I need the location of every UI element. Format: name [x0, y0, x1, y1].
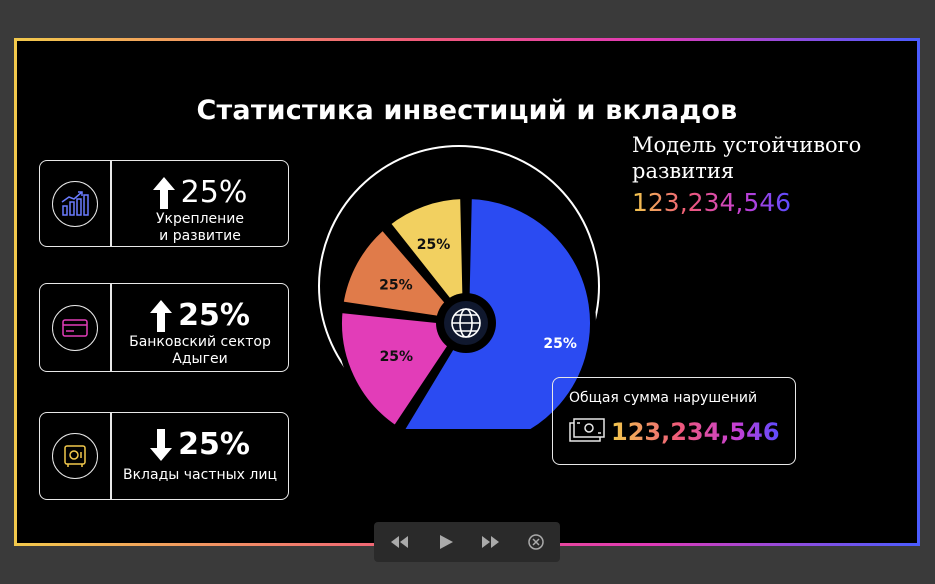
pie-slice-label: 25%	[417, 237, 451, 253]
pie-slice-label: 25%	[543, 336, 577, 352]
card-content: 25% Вклады частных лиц	[112, 413, 288, 499]
total-violations-box: Общая сумма нарушений 123,234,546	[552, 377, 796, 465]
play-icon[interactable]	[434, 530, 458, 554]
card-divider	[110, 284, 112, 371]
stat-value: 25%	[178, 298, 250, 333]
pie-slice	[383, 192, 470, 332]
stat-label-line1: Банковский сектор	[129, 334, 271, 350]
total-label: Общая сумма нарушений	[569, 390, 758, 406]
stat-value: 25%	[178, 427, 250, 462]
card-content: 25% Банковский сектор Адыгеи	[112, 284, 288, 371]
stat-card-growth: 25% Укрепление и развитие	[39, 160, 289, 247]
stat-label-line1: Вклады частных лиц	[123, 467, 277, 483]
credit-card-icon	[52, 304, 98, 351]
model-title: Модель устойчивого развития	[632, 133, 862, 183]
fast-forward-icon[interactable]	[478, 530, 502, 554]
slide-title: Статистика инвестиций и вкладов	[196, 95, 738, 126]
arrow-up-icon	[150, 299, 173, 332]
stat-label-line2: Адыгеи	[172, 351, 228, 367]
pie-chart: 25% 25% 25% 25%	[318, 145, 600, 429]
pie-slice	[336, 306, 472, 429]
pie-slice	[398, 192, 596, 429]
stat-card-deposits: 25% Вклады частных лиц	[39, 412, 289, 500]
pie-slice-label: 25%	[379, 277, 413, 293]
stat-label-line2: и развитие	[159, 228, 241, 244]
pie-slice-label: 25%	[380, 349, 414, 365]
card-divider	[110, 161, 112, 246]
close-circle-icon[interactable]	[524, 530, 548, 554]
arrow-down-icon	[150, 428, 173, 461]
card-divider	[110, 413, 112, 499]
arrow-up-icon	[152, 176, 175, 209]
bar-chart-growth-icon	[52, 180, 98, 227]
total-number: 123,234,546	[611, 418, 780, 446]
safe-icon	[52, 433, 98, 479]
stat-value: 25%	[180, 175, 248, 210]
stat-card-banking: 25% Банковский сектор Адыгеи	[39, 283, 289, 372]
card-content: 25% Укрепление и развитие	[112, 161, 288, 246]
rewind-icon[interactable]	[388, 530, 412, 554]
pie-slice	[336, 222, 474, 328]
money-bills-icon	[569, 418, 605, 442]
playback-controls	[374, 522, 560, 562]
model-number: 123,234,546	[632, 188, 792, 217]
stat-label-line1: Укрепление	[155, 211, 245, 227]
